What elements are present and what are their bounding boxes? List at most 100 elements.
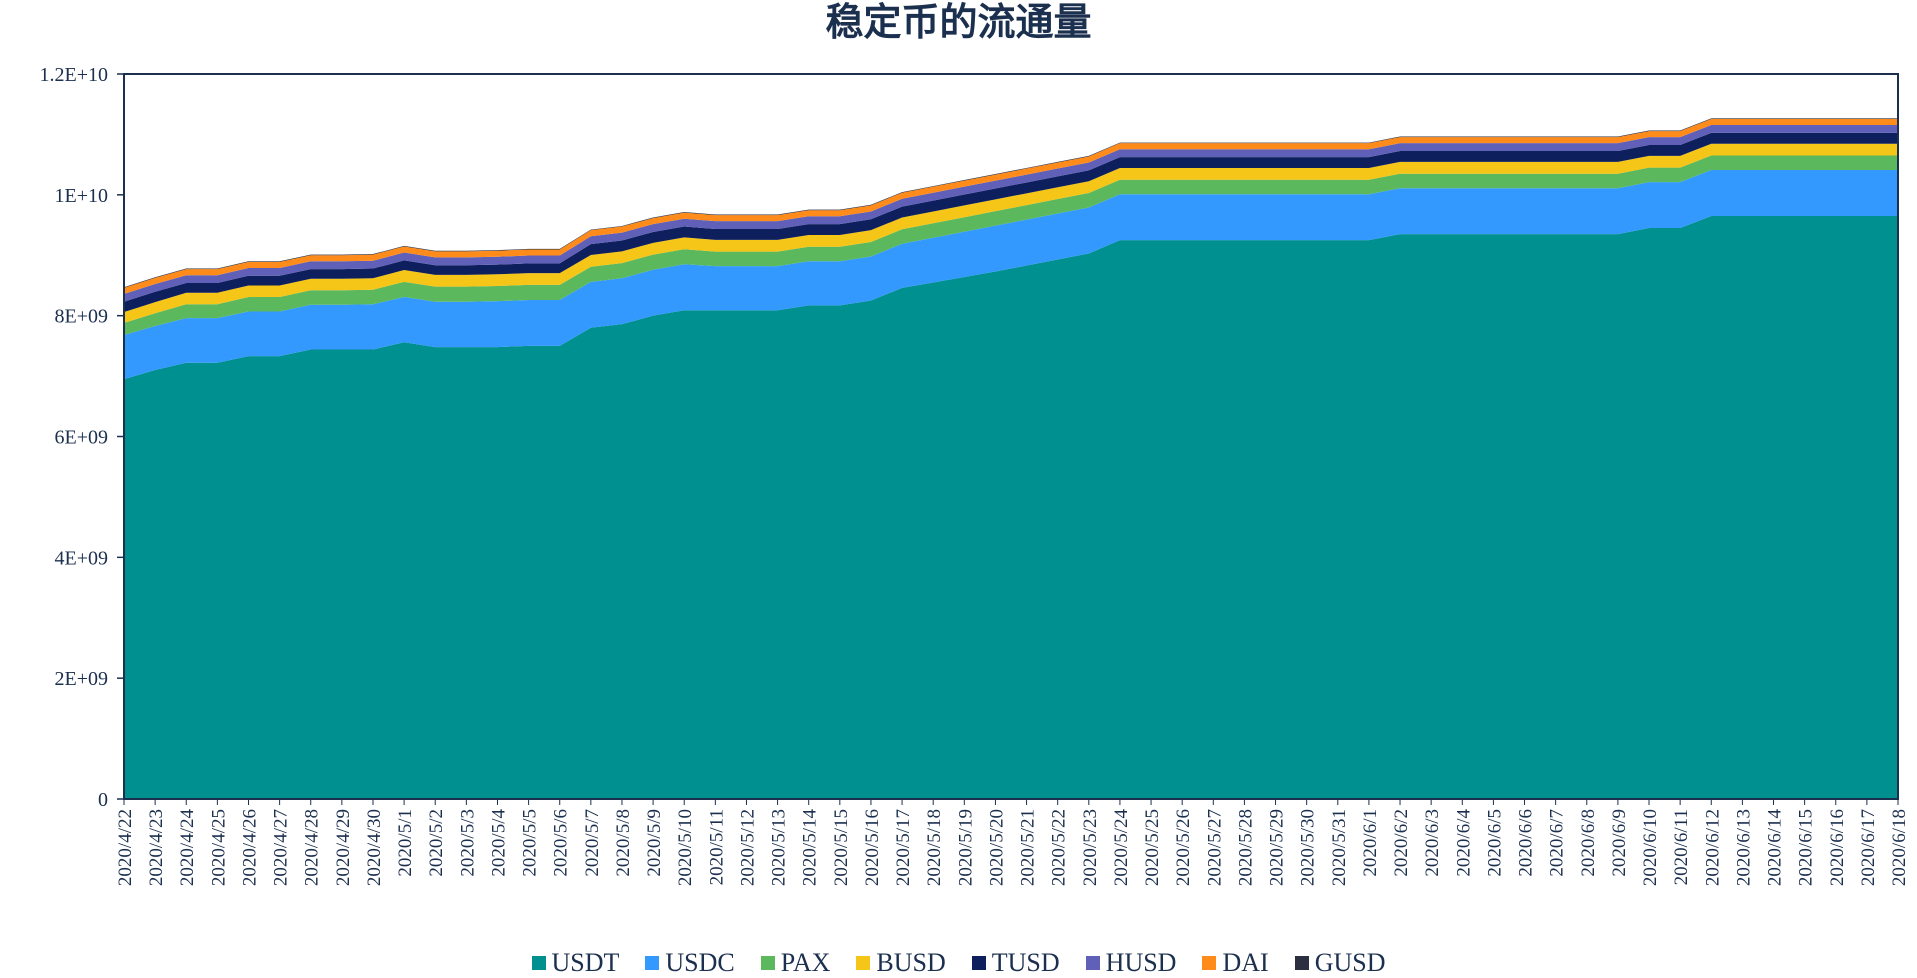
x-tick-label: 2020/5/3 [457, 809, 478, 877]
x-tick-label: 2020/6/11 [1671, 809, 1692, 885]
x-tick-label: 2020/5/16 [862, 809, 883, 886]
legend-swatch [1202, 956, 1217, 970]
x-tick-label: 2020/6/9 [1609, 809, 1630, 877]
x-tick-label: 2020/6/8 [1578, 809, 1599, 877]
legend-label: USDC [665, 948, 735, 977]
area-series-pax [124, 155, 1898, 335]
area-series-usdc [124, 170, 1898, 380]
x-tick-label: 2020/5/10 [675, 809, 696, 886]
stacked-area-chart: 0 2E+09 4E+09 6E+09 8E+09 1E+10 1.2E+10 2020/4… [40, 64, 1911, 886]
y-tick-label: 4E+09 [55, 547, 109, 569]
y-axis: 0 2E+09 4E+09 6E+09 8E+09 1E+10 1.2E+10 [40, 64, 124, 811]
x-tick-label: 2020/6/16 [1827, 809, 1848, 886]
x-tick-label: 2020/5/8 [613, 809, 634, 877]
legend-label: DAI [1222, 948, 1269, 977]
x-tick-label: 2020/6/10 [1640, 809, 1661, 886]
legend-swatch [971, 956, 986, 970]
legend-swatch [531, 956, 546, 970]
legend-item-husd: HUSD [1085, 948, 1177, 978]
x-tick-label: 2020/4/26 [239, 809, 260, 886]
x-tick-label: 2020/6/18 [1889, 809, 1910, 886]
x-axis: 2020/4/22 2020/4/23 2020/4/24 2020/4/25 2020… [115, 799, 1910, 886]
legend-swatch [1294, 956, 1309, 970]
x-tick-label: 2020/6/17 [1858, 809, 1879, 886]
legend-swatch [760, 956, 775, 970]
legend-label: BUSD [876, 948, 946, 977]
y-tick-label: 8E+09 [55, 306, 109, 328]
x-tick-label: 2020/4/27 [271, 809, 292, 886]
x-tick-label: 2020/5/4 [488, 809, 509, 877]
y-tick-label: 1E+10 [55, 185, 109, 207]
area-series-busd [124, 143, 1898, 323]
x-tick-label: 2020/5/20 [986, 809, 1007, 886]
x-tick-label: 2020/6/6 [1516, 809, 1537, 877]
x-tick-label: 2020/5/12 [737, 809, 758, 886]
x-tick-label: 2020/5/26 [1173, 809, 1194, 886]
x-tick-label: 2020/6/12 [1702, 809, 1723, 886]
x-tick-label: 2020/5/19 [955, 809, 976, 886]
x-tick-label: 2020/6/13 [1733, 809, 1754, 886]
x-tick-label: 2020/4/24 [177, 809, 198, 887]
legend-label: PAX [780, 948, 831, 977]
legend-label: TUSD [991, 948, 1060, 977]
legend-swatch [645, 956, 660, 970]
x-tick-label: 2020/5/21 [1018, 809, 1039, 886]
x-tick-label: 2020/5/11 [706, 809, 727, 885]
chart-title: 稳定币的流通量 [825, 0, 1092, 44]
legend-label: USDT [551, 948, 620, 977]
x-tick-label: 2020/4/25 [208, 809, 229, 886]
x-tick-label: 2020/6/15 [1796, 809, 1817, 886]
area-series-tusd [124, 132, 1898, 313]
x-tick-label: 2020/6/14 [1765, 809, 1786, 887]
legend-item-tusd: TUSD [971, 948, 1060, 978]
legend-label: GUSD [1314, 948, 1386, 977]
x-tick-label: 2020/6/4 [1453, 809, 1474, 877]
legend-item-dai: DAI [1202, 948, 1269, 978]
x-tick-label: 2020/4/30 [364, 809, 385, 886]
x-tick-label: 2020/5/31 [1329, 809, 1350, 886]
legend-label: HUSD [1105, 948, 1177, 977]
area-series-husd [124, 125, 1898, 302]
legend-item-usdt: USDT [531, 948, 620, 978]
x-tick-label: 2020/4/23 [146, 809, 167, 886]
x-tick-label: 2020/4/29 [333, 809, 354, 886]
x-tick-label: 2020/5/15 [831, 809, 852, 886]
x-tick-label: 2020/6/3 [1422, 809, 1443, 877]
x-tick-label: 2020/4/22 [115, 809, 136, 886]
area-layers [124, 118, 1898, 800]
x-tick-label: 2020/5/5 [520, 809, 541, 877]
y-tick-label: 1.2E+10 [40, 64, 109, 86]
x-tick-label: 2020/6/2 [1391, 809, 1412, 877]
x-tick-label: 2020/5/24 [1111, 809, 1132, 887]
y-tick-label: 2E+09 [55, 668, 109, 690]
x-tick-label: 2020/5/29 [1267, 809, 1288, 886]
x-tick-label: 2020/5/7 [582, 809, 603, 877]
area-series-usdt [124, 215, 1898, 800]
x-tick-label: 2020/5/23 [1080, 809, 1101, 886]
x-tick-label: 2020/5/28 [1235, 809, 1256, 886]
x-tick-label: 2020/4/28 [302, 809, 323, 886]
legend-item-gusd: GUSD [1294, 948, 1386, 978]
x-tick-label: 2020/5/6 [551, 809, 572, 877]
x-tick-label: 2020/6/7 [1547, 809, 1568, 877]
legend-item-busd: BUSD [856, 948, 946, 978]
x-tick-label: 2020/5/14 [800, 809, 821, 887]
area-series-dai [124, 119, 1898, 294]
x-tick-label: 2020/5/30 [1298, 809, 1319, 886]
legend-item-usdc: USDC [645, 948, 735, 978]
x-tick-label: 2020/6/5 [1484, 809, 1505, 877]
legend-swatch [856, 956, 871, 970]
legend-item-pax: PAX [760, 948, 831, 978]
legend: USDT USDC PAX BUSD TUSD HUSD DAI GUSD [0, 948, 1917, 978]
legend-swatch [1085, 956, 1100, 970]
x-tick-label: 2020/5/1 [395, 809, 416, 877]
x-tick-label: 2020/5/22 [1049, 809, 1070, 886]
x-tick-label: 2020/5/18 [924, 809, 945, 886]
x-tick-label: 2020/5/2 [426, 809, 447, 877]
x-tick-label: 2020/6/1 [1360, 809, 1381, 877]
x-tick-label: 2020/5/9 [644, 809, 665, 877]
x-tick-label: 2020/5/27 [1204, 809, 1225, 886]
x-tick-label: 2020/5/17 [893, 809, 914, 886]
x-tick-label: 2020/5/13 [769, 809, 790, 886]
y-tick-label: 0 [98, 789, 108, 811]
